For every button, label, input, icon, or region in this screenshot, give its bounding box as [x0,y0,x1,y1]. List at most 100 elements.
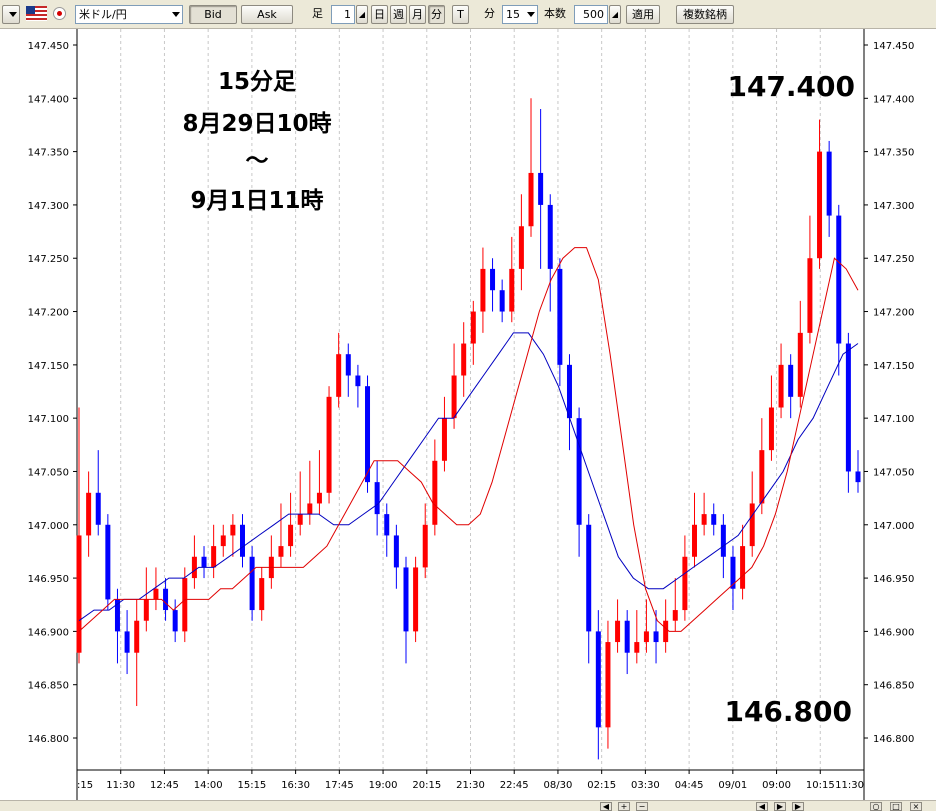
y-tick-label-right: 147.050 [873,467,914,478]
zoom-out-button[interactable]: − [636,802,648,811]
scroll-last-button[interactable]: ▶ [792,802,804,811]
candle [451,343,457,429]
scroll-prev-button[interactable]: ◀ [756,802,768,811]
annotation-title-line3: ～ [246,148,269,174]
chevron-down-icon [527,12,535,17]
candle [76,407,82,664]
candle [230,514,236,557]
annotation-title-line1: 15分足 [218,69,296,95]
candle [778,343,784,419]
scroll-next-button[interactable]: ▶ [774,802,786,811]
candle [624,610,630,675]
candle-body [720,524,726,557]
ashi-stepper[interactable]: ◢ [356,5,368,24]
candle-body [451,375,457,419]
y-tick-label-left: 147.350 [28,148,69,159]
candle-body [768,407,774,451]
candle-body [595,631,601,728]
candle-body [566,364,572,419]
candle-body [124,631,130,653]
currency-pair-select[interactable]: 米ドル/円 [75,5,183,24]
bid-button[interactable]: Bid [189,5,237,24]
y-tick-label-left: 146.900 [28,627,69,638]
minute-select[interactable]: 15 [502,5,538,24]
candle [826,140,832,237]
toolbar: 米ドル/円 Bid Ask 足 1 ◢ 日 週 月 分 T 分 15 本数 50… [0,0,936,29]
candle [480,247,486,333]
candle-body [413,567,419,632]
ask-button[interactable]: Ask [241,5,293,24]
candle [788,354,794,419]
y-tick-label-right: 147.250 [873,254,914,265]
candle-body [316,492,322,504]
minute-value: 15 [506,8,520,21]
month-button[interactable]: 月 [409,5,426,24]
candle-body [326,396,332,493]
x-tick-label: 11:30 [835,780,864,791]
candle-body [143,599,149,621]
day-button[interactable]: 日 [371,5,388,24]
x-tick-label: 12:45 [150,780,179,791]
minute-button[interactable]: 分 [428,5,445,24]
candle [672,578,678,632]
candle-body [259,578,265,611]
candle-body [586,524,592,632]
x-tick-label: 22:45 [500,780,529,791]
candle-body [239,524,245,557]
candle [441,396,447,472]
week-button[interactable]: 週 [390,5,407,24]
scroll-first-button[interactable]: ◀ [600,802,612,811]
multi-symbol-button[interactable]: 複数銘柄 [676,5,734,24]
y-tick-label-left: 147.050 [28,467,69,478]
candle [701,492,707,536]
candle-body [788,364,794,397]
menu-dropdown-button[interactable] [2,5,20,24]
candle-body [797,332,803,397]
y-tick-label-right: 147.150 [873,361,914,372]
candle [220,524,226,557]
x-tick-label: 03:30 [631,780,660,791]
y-tick-label-left: 147.400 [28,94,69,105]
candle [249,546,255,621]
candle [432,439,438,536]
candlestick-chart: 147.450 147.400 147.350 147.300 147.250 147.2… [28,29,914,800]
candle [153,567,159,611]
candle-body [643,631,649,643]
tick-button[interactable]: T [452,5,469,24]
candle [413,556,419,643]
candle [711,503,717,536]
candle-body [518,226,524,269]
count-stepper[interactable]: ◢ [609,5,621,24]
candle-body [836,215,842,344]
candle-body [114,599,120,632]
candle-body [201,556,207,568]
candle [114,588,120,664]
y-tick-label-left: 147.100 [28,414,69,425]
candle [509,236,515,323]
apply-button[interactable]: 適用 [626,5,660,24]
candle [470,300,476,365]
bottom-scroll-bar: ◀ + − ◀ ▶ ▶ ○ □ × [0,800,936,811]
candle-body [365,386,371,483]
candle [817,119,823,269]
candle-body [740,546,746,589]
ashi-input[interactable]: 1 [331,5,355,24]
candle-body [711,514,717,525]
count-input[interactable]: 500 [574,5,608,24]
ashi-label: 足 [312,7,323,20]
candle-body [807,258,813,333]
candle-body [134,620,140,653]
candle-body [701,514,707,525]
candle [595,610,601,760]
candle-body [615,620,621,643]
candle [682,535,688,621]
y-tick-label-left: 146.950 [28,574,69,585]
close-icon[interactable]: × [910,802,922,811]
grid [120,29,821,770]
zoom-in-button[interactable]: + [618,802,630,811]
print-button[interactable]: □ [890,802,902,811]
candle-body [461,343,467,376]
settings-button[interactable]: ○ [870,802,882,811]
y-tick-label-right: 147.200 [873,308,914,319]
x-tick-label: 14:00 [194,780,223,791]
